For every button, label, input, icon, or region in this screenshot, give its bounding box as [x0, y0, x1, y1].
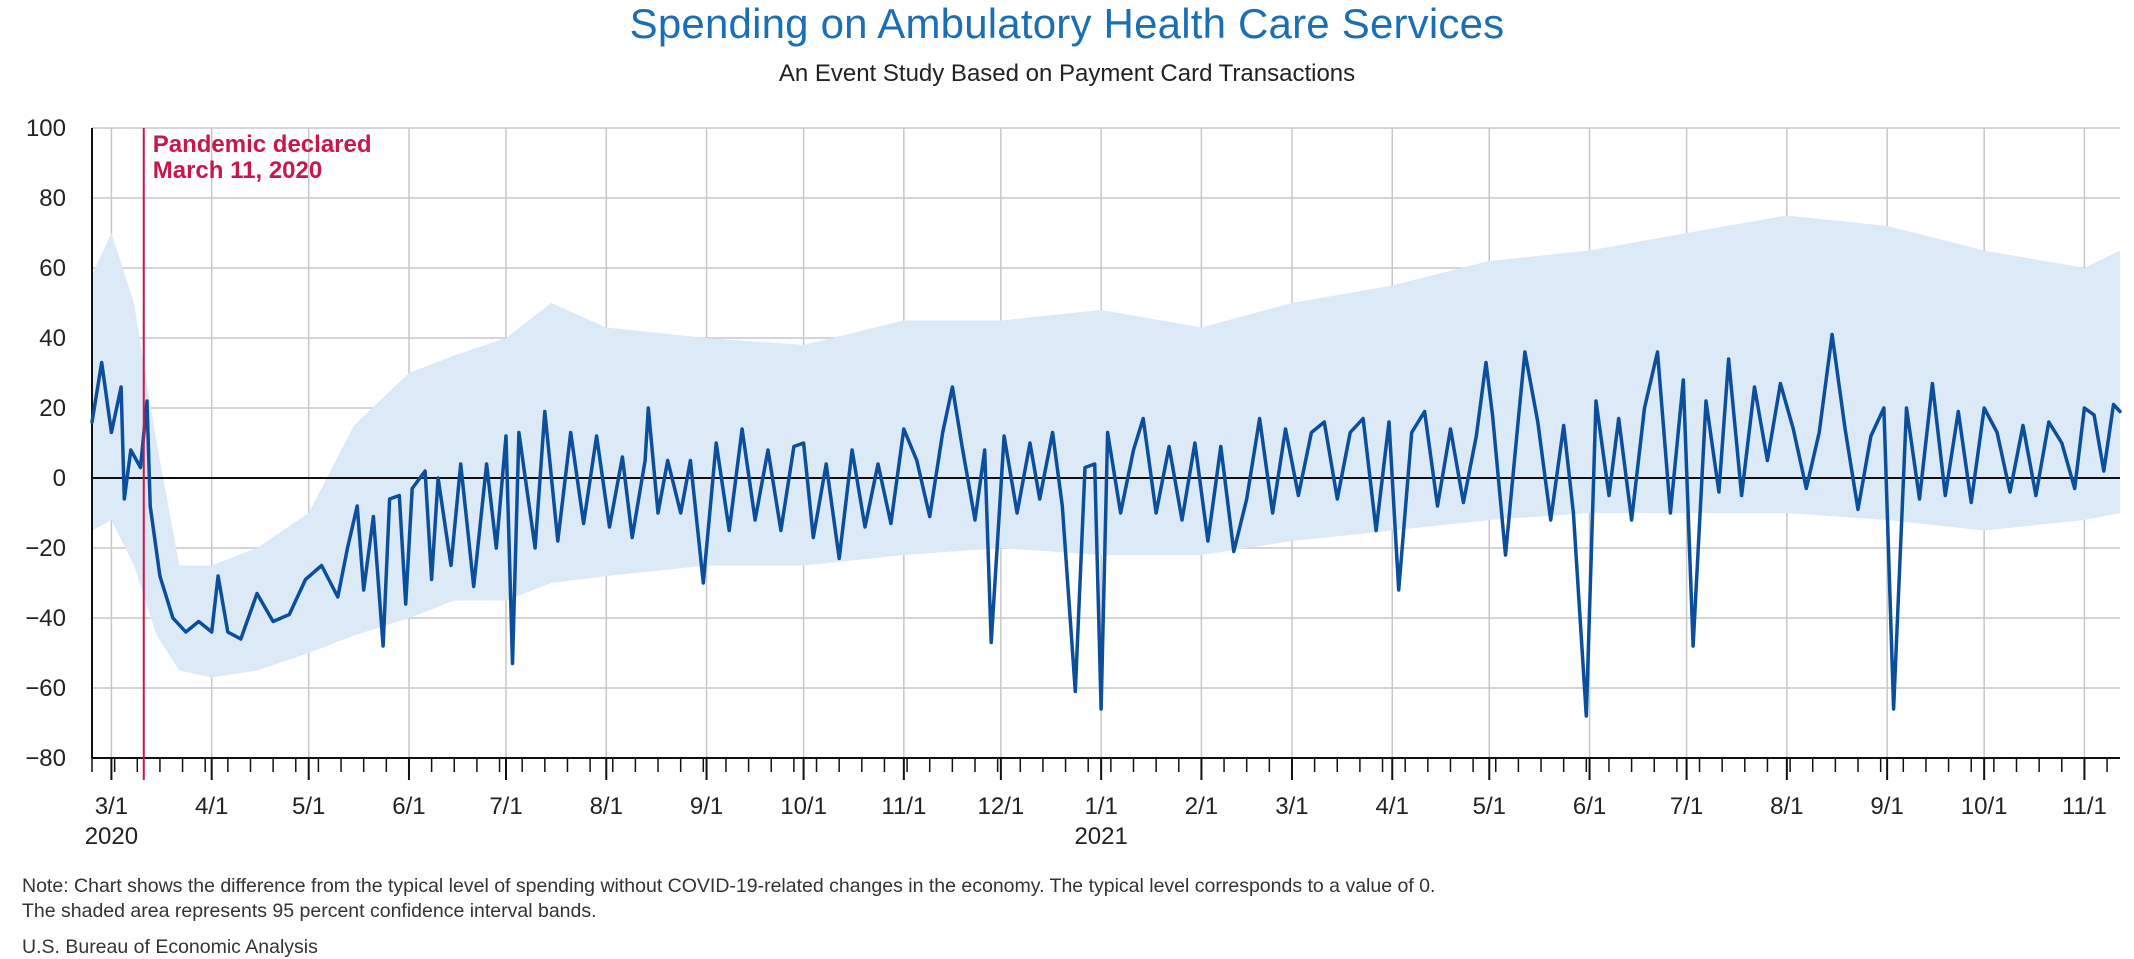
x-tick-label: 10/1 — [780, 793, 827, 820]
chart-title: Spending on Ambulatory Health Care Servi… — [629, 0, 1505, 47]
x-tick-label: 9/1 — [1870, 793, 1903, 820]
y-tick-label: 100 — [26, 115, 66, 142]
x-tick-label: 3/1 — [1275, 793, 1308, 820]
y-tick-label: 40 — [39, 325, 66, 352]
x-tick-label: 8/1 — [1770, 793, 1803, 820]
line-chart: 100 80 60 40 20 0 −20 −40 −60 −80 3/1 2020 4/1 5/1 6/1… — [25, 115, 2122, 850]
y-tick-label: −60 — [25, 675, 66, 702]
y-tick-label: 0 — [53, 465, 66, 492]
annotation-line-2: March 11, 2020 — [153, 157, 322, 184]
y-tick-label: 80 — [39, 185, 66, 212]
tick-labels: 100 80 60 40 20 0 −20 −40 −60 −80 3/1 2020 4/1 5/1 6/1… — [25, 115, 2107, 850]
y-tick-label: 60 — [39, 255, 66, 282]
spending-line — [90, 332, 2122, 718]
x-tick-label: 9/1 — [690, 793, 723, 820]
chart-subtitle: An Event Study Based on Payment Card Tra… — [778, 60, 1356, 87]
y-tick-label: −40 — [25, 605, 66, 632]
x-year-label: 2020 — [85, 823, 138, 850]
chart-note-line-2: The shaded area represents 95 percent co… — [22, 900, 597, 922]
x-tick-label: 6/1 — [1573, 793, 1606, 820]
series-layer — [90, 332, 2122, 718]
x-tick-label: 5/1 — [1473, 793, 1506, 820]
x-tick-label: 3/1 — [95, 793, 128, 820]
x-tick-label: 6/1 — [392, 793, 425, 820]
x-tick-label: 2/1 — [1185, 793, 1218, 820]
x-tick-label: 11/1 — [2062, 793, 2107, 820]
y-tick-label: 20 — [39, 395, 66, 422]
chart-note-line-1: Note: Chart shows the difference from th… — [22, 875, 1436, 897]
x-tick-label: 5/1 — [292, 793, 325, 820]
y-tick-label: −20 — [25, 535, 66, 562]
y-tick-label: −80 — [25, 745, 66, 772]
x-tick-label: 12/1 — [978, 793, 1025, 820]
x-tick-label: 10/1 — [1961, 793, 2008, 820]
x-tick-label: 8/1 — [590, 793, 623, 820]
x-year-label: 2021 — [1074, 823, 1127, 850]
x-tick-label: 1/1 — [1084, 793, 1117, 820]
annotation-line-1: Pandemic declared — [153, 131, 372, 158]
x-tick-label: 7/1 — [1670, 793, 1703, 820]
x-tick-label: 4/1 — [195, 793, 228, 820]
x-tick-label: 4/1 — [1376, 793, 1409, 820]
x-tick-label: 11/1 — [881, 793, 926, 820]
axes — [91, 128, 2120, 780]
x-tick-label: 7/1 — [489, 793, 522, 820]
chart-source: U.S. Bureau of Economic Analysis — [22, 936, 318, 958]
